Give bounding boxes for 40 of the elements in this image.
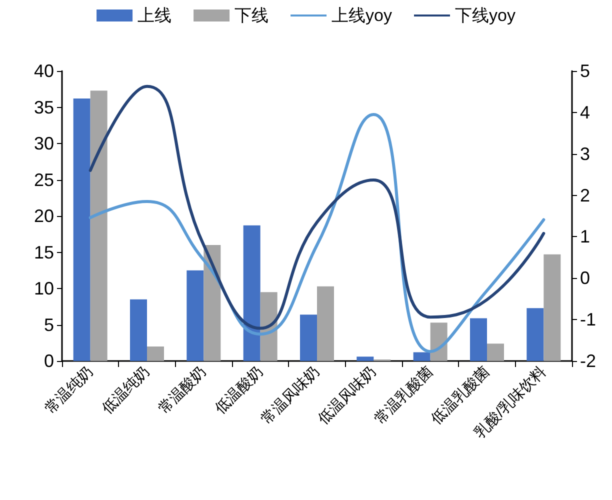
y2-tick-label: 0 xyxy=(580,268,590,288)
y2-tick-label: -2 xyxy=(580,351,596,371)
y2-tick-label: 5 xyxy=(580,61,590,81)
bar xyxy=(130,299,147,361)
bar xyxy=(487,344,504,361)
bar xyxy=(186,270,204,361)
y-tick-label: 15 xyxy=(34,242,54,262)
bar xyxy=(413,352,430,361)
bar xyxy=(356,356,374,361)
bar xyxy=(90,90,108,361)
bar xyxy=(73,98,90,361)
bar xyxy=(317,286,334,361)
legend-label: 下线yoy xyxy=(455,6,516,25)
bar xyxy=(470,318,487,361)
y2-tick-label: -1 xyxy=(580,310,596,330)
y-tick-label: 35 xyxy=(34,97,54,118)
y2-tick-label: 2 xyxy=(580,185,590,206)
bar xyxy=(147,346,164,361)
bar xyxy=(544,254,561,361)
y-tick-label: 30 xyxy=(34,134,54,154)
legend-label: 下线 xyxy=(234,6,269,25)
bar xyxy=(204,245,221,361)
y-tick-label: 0 xyxy=(44,351,54,371)
y-tick-label: 25 xyxy=(34,170,54,190)
legend-label: 上线 xyxy=(138,6,172,25)
x-tick-label: 常温酸奶 xyxy=(155,362,210,418)
bar xyxy=(526,308,544,361)
line-series xyxy=(88,84,546,330)
legend-label: 上线yoy xyxy=(332,6,392,25)
y-tick-label: 40 xyxy=(34,61,54,81)
y2-tick-label: 3 xyxy=(580,144,590,164)
y-tick-label: 20 xyxy=(34,206,54,226)
y2-tick-label: 4 xyxy=(580,102,590,122)
bar xyxy=(300,314,317,361)
y-tick-label: 10 xyxy=(34,278,54,298)
x-tick-label: 低温纯奶 xyxy=(98,362,154,418)
bar xyxy=(430,322,448,361)
y2-tick-label: 1 xyxy=(580,226,590,247)
bar xyxy=(243,225,260,361)
y-tick-label: 5 xyxy=(44,314,54,335)
